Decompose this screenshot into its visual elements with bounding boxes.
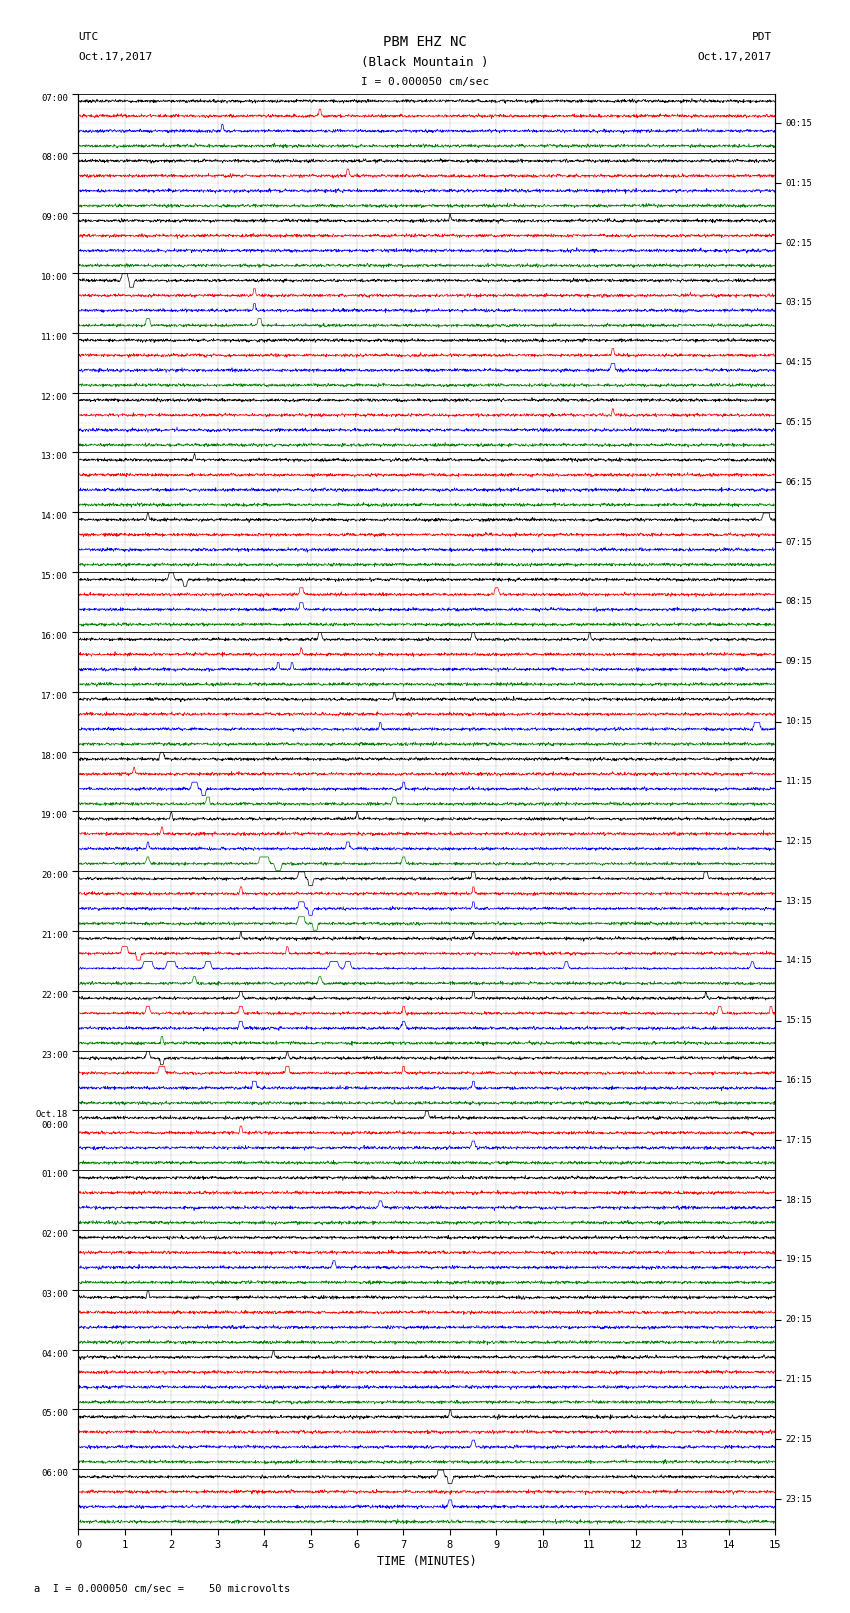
Text: UTC: UTC: [78, 32, 99, 42]
Text: Oct.17,2017: Oct.17,2017: [78, 52, 152, 61]
X-axis label: TIME (MINUTES): TIME (MINUTES): [377, 1555, 477, 1568]
Text: PDT: PDT: [751, 32, 772, 42]
Text: PBM EHZ NC: PBM EHZ NC: [383, 35, 467, 50]
Text: a  I = 0.000050 cm/sec =    50 microvolts: a I = 0.000050 cm/sec = 50 microvolts: [34, 1584, 290, 1594]
Text: I = 0.000050 cm/sec: I = 0.000050 cm/sec: [361, 77, 489, 87]
Text: (Black Mountain ): (Black Mountain ): [361, 56, 489, 69]
Text: Oct.17,2017: Oct.17,2017: [698, 52, 772, 61]
